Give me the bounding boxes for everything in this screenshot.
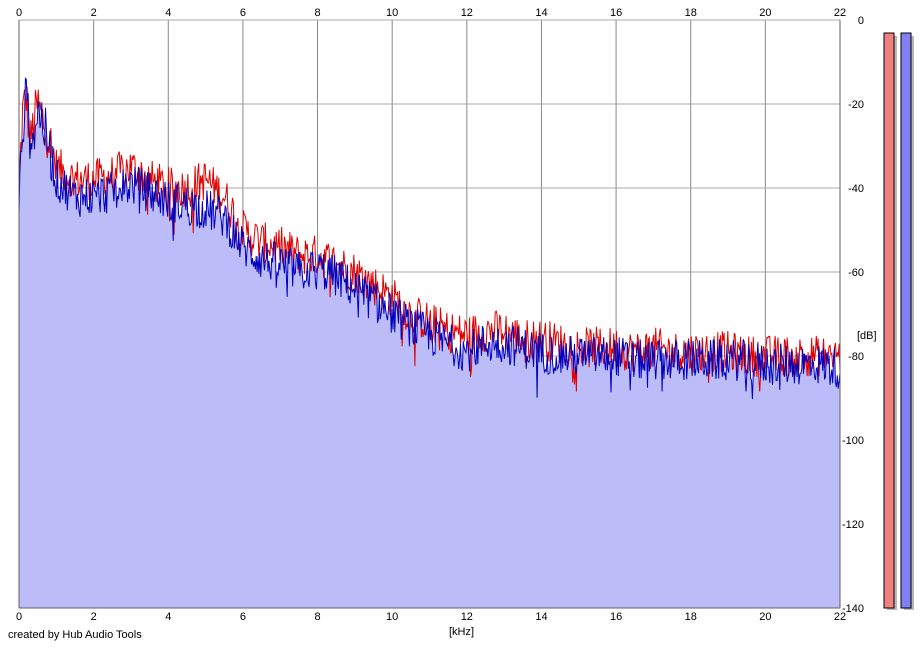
y-tick-label: -60 bbox=[848, 267, 864, 279]
x-tick-label-bottom: 4 bbox=[165, 611, 171, 623]
plot-area bbox=[18, 77, 841, 608]
x-tick-label-top: 16 bbox=[610, 7, 622, 19]
x-tick-label-bottom: 18 bbox=[685, 611, 697, 623]
y-tick-label: -20 bbox=[848, 99, 864, 111]
x-tick-label-top: 0 bbox=[16, 7, 22, 19]
x-tick-label-bottom: 10 bbox=[386, 611, 398, 623]
x-tick-label-bottom: 8 bbox=[314, 611, 320, 623]
level-meter-1 bbox=[883, 32, 895, 609]
x-tick-label-top: 10 bbox=[386, 7, 398, 19]
x-tick-label-bottom: 2 bbox=[91, 611, 97, 623]
x-tick-label-bottom: 20 bbox=[759, 611, 771, 623]
x-tick-label-top: 18 bbox=[685, 7, 697, 19]
level-meters bbox=[883, 32, 914, 610]
y-tick-label: -140 bbox=[842, 603, 864, 615]
y-tick-label: -80 bbox=[848, 351, 864, 363]
y-tick-label: -100 bbox=[842, 435, 864, 447]
x-tick-label-bottom: 22 bbox=[834, 611, 846, 623]
x-tick-label-top: 12 bbox=[461, 7, 473, 19]
x-tick-label-bottom: 6 bbox=[240, 611, 246, 623]
x-tick-label-top: 22 bbox=[834, 7, 846, 19]
x-axis-label: [kHz] bbox=[449, 626, 474, 638]
y-tick-label: -120 bbox=[842, 519, 864, 531]
x-tick-label-top: 6 bbox=[240, 7, 246, 19]
x-tick-label-top: 2 bbox=[91, 7, 97, 19]
y-tick-label: 0 bbox=[858, 15, 864, 27]
credit-text: created by Hub Audio Tools bbox=[8, 629, 142, 641]
x-tick-label-top: 8 bbox=[314, 7, 320, 19]
x-tick-label-bottom: 12 bbox=[461, 611, 473, 623]
x-tick-label-bottom: 0 bbox=[16, 611, 22, 623]
x-tick-label-top: 14 bbox=[535, 7, 547, 19]
x-tick-label-bottom: 16 bbox=[610, 611, 622, 623]
y-tick-label: -40 bbox=[848, 183, 864, 195]
axes: 002244668810101212141416161818202022220-… bbox=[16, 7, 877, 638]
x-tick-label-top: 4 bbox=[165, 7, 171, 19]
y-axis-label: [dB] bbox=[857, 330, 877, 342]
level-meter-2 bbox=[900, 32, 912, 609]
spectrum-fill bbox=[19, 78, 840, 608]
x-tick-label-bottom: 14 bbox=[535, 611, 547, 623]
spectrum-line-2 bbox=[18, 77, 841, 400]
x-tick-label-top: 20 bbox=[759, 7, 771, 19]
